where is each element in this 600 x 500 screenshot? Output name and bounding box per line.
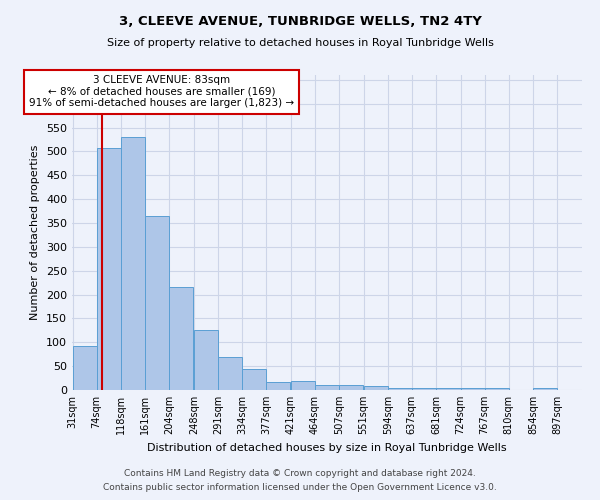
Bar — [364, 386, 388, 390]
Bar — [169, 288, 193, 390]
X-axis label: Distribution of detached houses by size in Royal Tunbridge Wells: Distribution of detached houses by size … — [147, 442, 507, 452]
Bar — [242, 370, 266, 390]
Bar — [436, 388, 461, 390]
Bar — [291, 381, 315, 390]
Bar — [97, 148, 121, 390]
Text: 3 CLEEVE AVENUE: 83sqm
← 8% of detached houses are smaller (169)
91% of semi-det: 3 CLEEVE AVENUE: 83sqm ← 8% of detached … — [29, 75, 294, 108]
Text: Contains public sector information licensed under the Open Government Licence v3: Contains public sector information licen… — [103, 484, 497, 492]
Y-axis label: Number of detached properties: Number of detached properties — [31, 145, 40, 320]
Bar — [388, 388, 412, 390]
Bar — [145, 216, 169, 390]
Bar — [266, 382, 290, 390]
Text: Contains HM Land Registry data © Crown copyright and database right 2024.: Contains HM Land Registry data © Crown c… — [124, 468, 476, 477]
Bar — [412, 388, 436, 390]
Bar — [461, 388, 485, 390]
Bar — [315, 385, 339, 390]
Bar — [339, 385, 363, 390]
Bar — [73, 346, 97, 390]
Bar — [485, 388, 509, 390]
Bar — [533, 388, 557, 390]
Bar — [218, 356, 242, 390]
Bar — [194, 330, 218, 390]
Text: Size of property relative to detached houses in Royal Tunbridge Wells: Size of property relative to detached ho… — [107, 38, 493, 48]
Text: 3, CLEEVE AVENUE, TUNBRIDGE WELLS, TN2 4TY: 3, CLEEVE AVENUE, TUNBRIDGE WELLS, TN2 4… — [119, 15, 481, 28]
Bar — [121, 137, 145, 390]
